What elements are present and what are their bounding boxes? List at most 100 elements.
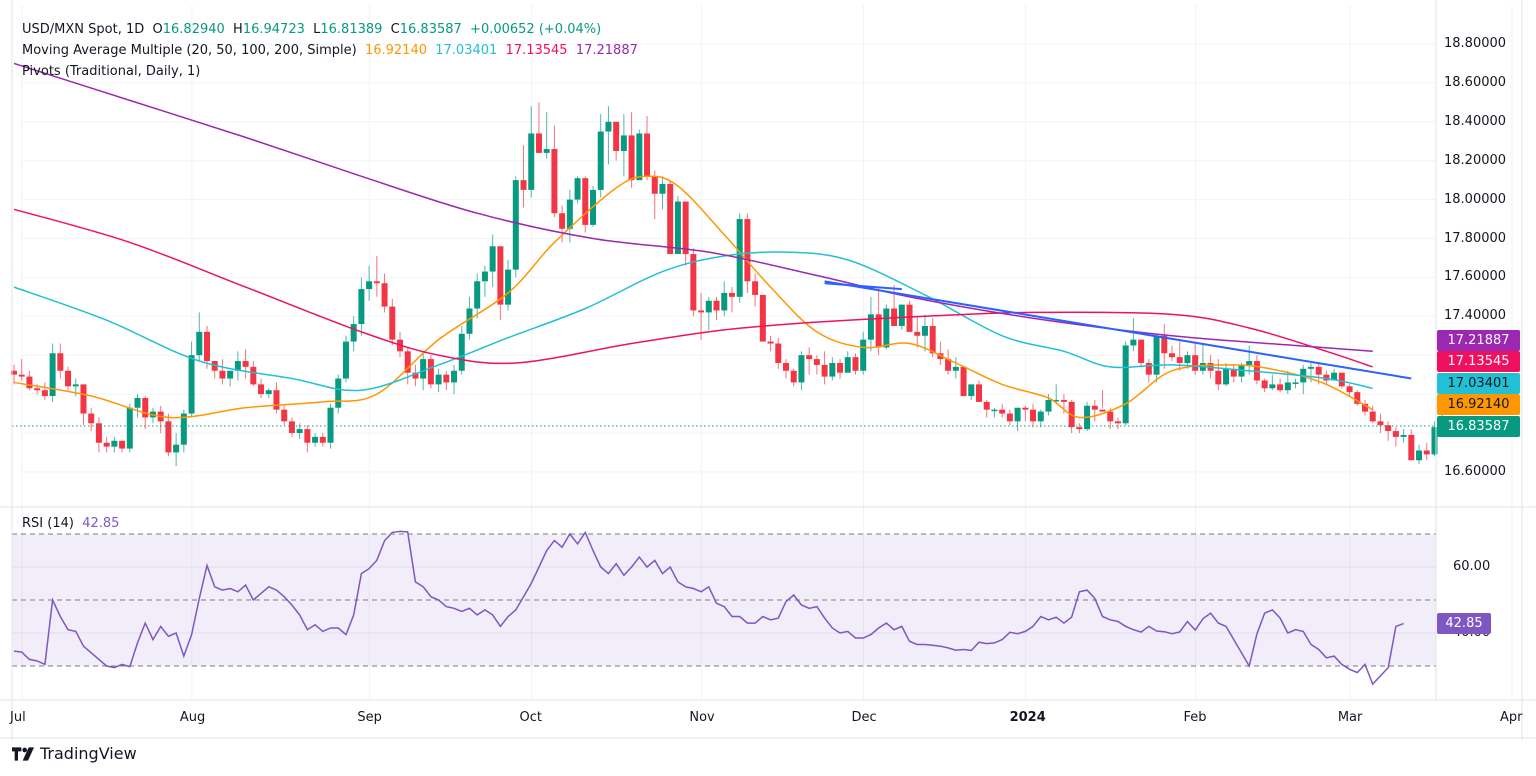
candle (574, 176, 581, 204)
candle-body (837, 362, 844, 373)
candle (126, 403, 133, 453)
candle (1153, 333, 1160, 383)
candle-body (126, 407, 133, 449)
candle-body (605, 121, 612, 132)
candle-body (1037, 411, 1044, 422)
candle-body (968, 384, 975, 397)
tradingview-logo[interactable]: TradingView (12, 744, 137, 763)
candle (288, 417, 295, 437)
candle-body (960, 366, 967, 397)
ma-title[interactable]: Moving Average Multiple (20, 50, 100, 20… (22, 43, 357, 58)
candle-body (288, 421, 295, 433)
pivots-legend: Pivots (Traditional, Daily, 1) (22, 63, 200, 80)
candle (1099, 390, 1106, 412)
candle-body (1091, 405, 1098, 410)
candle-body (1377, 421, 1384, 426)
candlestick-series (11, 102, 1446, 467)
candle (837, 359, 844, 379)
candle-body (265, 390, 272, 395)
candle (775, 337, 782, 369)
candle-body (1400, 434, 1407, 437)
candle-body (319, 436, 326, 443)
ma100-value: 17.13545 (505, 43, 568, 58)
candle-body (196, 331, 203, 356)
symbol-title[interactable]: USD/MXN Spot, 1D (22, 22, 145, 37)
candle (1346, 384, 1353, 397)
candle (976, 380, 982, 402)
candle (304, 425, 311, 453)
candle (1192, 341, 1199, 375)
candle-body (1292, 382, 1299, 384)
candle-body (667, 184, 674, 255)
open-label: O (152, 22, 163, 37)
candle-body (790, 370, 797, 383)
candle (1377, 413, 1384, 433)
candle-body (921, 326, 928, 336)
candle-body (528, 133, 535, 190)
candle-body (1114, 421, 1121, 424)
candle-body (119, 440, 126, 449)
candle-body (512, 180, 519, 270)
candle (1006, 409, 1013, 426)
candle-body (342, 341, 349, 379)
price-tick-label: 18.80000 (1444, 36, 1507, 51)
candle-body (18, 374, 25, 377)
candle-body (929, 326, 936, 354)
candle-body (350, 324, 357, 342)
candle-body (26, 376, 33, 389)
candle (559, 205, 566, 243)
candle-body (281, 409, 288, 422)
price-tick-label: 18.60000 (1444, 74, 1507, 90)
candle (296, 423, 303, 439)
candle-body (1130, 339, 1137, 346)
candle-body (520, 180, 527, 190)
candle-body (103, 442, 110, 447)
candle (1323, 370, 1330, 385)
candle (1122, 341, 1129, 426)
candle-body (1060, 399, 1067, 402)
candle-body (458, 333, 465, 371)
candle-body (41, 390, 48, 397)
candle-body (327, 407, 334, 443)
change-value: +0.00652 (+0.04%) (470, 22, 602, 37)
rsi-series (13, 530, 1404, 686)
time-tick-label: Apr (1499, 710, 1523, 725)
candle (613, 121, 620, 161)
candle (698, 292, 705, 340)
candle-body (644, 133, 651, 177)
candle-body (744, 219, 751, 282)
candle-body (111, 440, 118, 447)
candle-body (11, 370, 17, 375)
candle-body (829, 362, 836, 377)
candle (227, 370, 234, 387)
candle (759, 294, 766, 342)
candle (412, 364, 419, 387)
candle (1199, 343, 1206, 375)
candle-body (806, 355, 813, 360)
candle-body (474, 281, 481, 309)
candle-body (1315, 366, 1322, 375)
candle (451, 364, 458, 395)
ma50-value: 17.03401 (435, 43, 498, 58)
candle (1369, 405, 1376, 424)
rsi-title[interactable]: RSI (14) (22, 516, 74, 531)
candle-body (1230, 368, 1237, 377)
candle (234, 351, 241, 381)
ma200-price-label: 17.21887 (1437, 330, 1520, 351)
candle-body (1331, 372, 1338, 381)
candle-body (674, 201, 681, 255)
rsi-value-label: 42.85 (1437, 613, 1491, 634)
pivots-title[interactable]: Pivots (Traditional, Daily, 1) (22, 64, 201, 79)
rsi-legend: RSI (14) 42.85 (22, 516, 119, 531)
time-tick-label: Feb (1183, 710, 1207, 725)
brand-name: TradingView (40, 744, 137, 763)
candle (767, 335, 774, 352)
candle (1230, 364, 1237, 383)
candle-body (1145, 362, 1152, 375)
candle (1246, 345, 1253, 375)
candle-body (574, 178, 581, 200)
candle (381, 273, 388, 313)
candle-body (34, 388, 41, 391)
candle (435, 368, 442, 393)
